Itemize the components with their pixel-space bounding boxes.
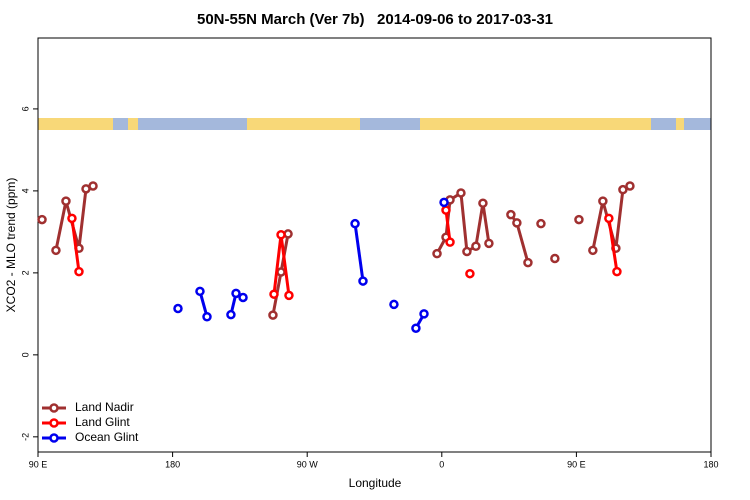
point	[462, 246, 472, 257]
point	[441, 205, 451, 215]
point	[389, 299, 399, 310]
legend-marker	[49, 433, 59, 443]
point	[419, 309, 429, 319]
point	[432, 248, 442, 259]
point	[550, 253, 560, 264]
x-axis-label: Longitude	[349, 476, 402, 490]
legend-label: Land Nadir	[75, 400, 134, 414]
y-tick-label: 0	[20, 352, 30, 357]
point	[67, 213, 77, 224]
y-tick-label: 6	[20, 106, 30, 111]
point	[37, 214, 47, 225]
point	[226, 309, 236, 320]
plot-frame	[37, 37, 712, 453]
point	[604, 213, 614, 224]
point	[588, 245, 598, 256]
y-tick-label: 4	[20, 188, 30, 193]
legend-label: Ocean Glint	[75, 430, 139, 444]
point	[445, 237, 455, 247]
point	[478, 198, 488, 208]
legend-marker	[49, 403, 59, 413]
x-tick-label: 0	[439, 459, 444, 469]
x-tick-label: 180	[703, 459, 718, 469]
x-tick-label: 180	[165, 459, 180, 469]
point	[88, 181, 98, 191]
legend-marker	[49, 418, 59, 428]
point	[574, 214, 584, 225]
point	[484, 238, 494, 249]
point	[512, 218, 522, 228]
point	[284, 290, 294, 301]
point	[51, 245, 61, 256]
point	[625, 181, 635, 191]
point	[506, 209, 516, 220]
point	[269, 289, 279, 299]
point	[238, 292, 248, 303]
chart-title: 50N-55N March (Ver 7b) 2014-09-06 to 201…	[197, 11, 553, 28]
x-tick-label: 90 E	[29, 459, 48, 469]
series-line	[607, 218, 619, 272]
series-line	[353, 223, 365, 282]
series-line	[435, 190, 491, 255]
point	[465, 268, 475, 279]
point	[523, 257, 533, 268]
point	[598, 196, 608, 206]
point	[358, 276, 368, 286]
x-tick-label: 90 W	[297, 459, 319, 469]
point	[195, 286, 205, 297]
point	[456, 188, 466, 198]
point	[618, 184, 628, 195]
point	[471, 241, 481, 251]
point	[536, 218, 546, 229]
point	[276, 267, 286, 277]
point	[439, 197, 449, 208]
point	[612, 266, 622, 277]
y-tick-label: 2	[20, 270, 30, 275]
point	[202, 311, 212, 322]
point	[231, 288, 241, 299]
point	[74, 266, 84, 277]
land-ocean-strip	[38, 118, 711, 130]
series-line	[70, 218, 81, 272]
x-tick-label: 90 E	[567, 459, 586, 469]
y-tick-label: -2	[20, 433, 30, 441]
point	[276, 230, 286, 240]
legend-label: Land Glint	[75, 415, 130, 429]
y-axis-label: XCO2 - MLO trend (ppm)	[4, 178, 18, 313]
series-line	[444, 209, 452, 243]
point	[173, 303, 183, 314]
point	[350, 218, 360, 229]
point	[61, 196, 71, 206]
point	[268, 310, 278, 320]
point	[411, 323, 421, 333]
